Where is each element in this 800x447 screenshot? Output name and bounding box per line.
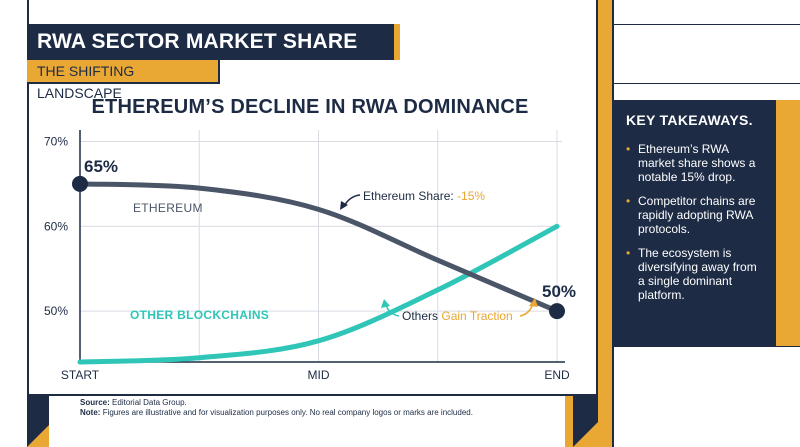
sidebar-top-box [614,24,800,84]
note-text: Figures are illustrative and for visuali… [102,408,473,417]
chart-grid [80,130,562,362]
bullet-icon: • [626,246,631,260]
takeaways-accent-stripe [776,100,800,346]
data-label-end: 50% [542,282,576,301]
footer [27,394,598,447]
footer-notes: Source: Editorial Data Group. Note: Figu… [80,398,473,418]
sidebar-divider [612,0,614,447]
takeaway-text: Competitor chains are rapidly adopting R… [638,194,756,236]
y-tick-label: 70% [44,134,68,148]
note-line: Note: Figures are illustrative and for v… [80,408,473,418]
takeaway-text: Ethereum’s RWA market share shows a nota… [638,142,756,184]
arrowhead-icon [340,201,348,210]
bullet-icon: • [626,142,631,156]
annotation-others-prefix: Others [402,309,441,323]
arrowhead-icon [381,299,390,308]
annotation-others-value: Gain Traction [441,309,512,323]
data-point-start [72,175,88,192]
takeaway-item: • Competitor chains are rapidly adopting … [626,194,764,236]
takeaway-item: • Ethereum’s RWA market share shows a not… [626,142,764,184]
takeaways-list: • Ethereum’s RWA market share shows a not… [626,142,764,302]
series-label-other-blockchains: OTHER BLOCKCHAINS [130,308,269,322]
takeaway-item: • The ecosystem is diversifying away from… [626,246,764,302]
data-label-start: 65% [84,157,118,176]
annotation-ethereum-prefix: Ethereum Share: [363,189,457,203]
sidebar-bottom-box [614,346,800,447]
series-line-ethereum [77,181,560,314]
x-tick-label: START [61,368,100,382]
series-label-ethereum: ETHEREUM [133,201,203,215]
x-tick-label: MID [308,368,330,382]
takeaway-text: The ecosystem is diversifying away from … [638,246,757,302]
arrowhead-icon [529,298,538,307]
sidebar-accent-bar [598,0,612,447]
chart-labels: 65% 50% ETHEREUM OTHER BLOCKCHAINS Ethereum … [84,157,576,323]
key-takeaways-title: KEY TAKEAWAYS. [626,112,753,128]
data-point-end [549,303,565,320]
x-tick-label: END [544,368,570,382]
chart-title: ETHEREUM’S DECLINE IN RWA DOMINANCE [91,96,529,118]
source-text: Editorial Data Group. [112,398,187,407]
annotation-ethereum-value: -15% [457,189,485,203]
chart-series [72,175,565,365]
source-label: Source: [80,398,110,407]
series-line-other-blockchains [77,223,560,365]
bullet-icon: • [626,194,631,208]
y-tick-label: 60% [44,219,68,233]
footer-corner-decoration-right [565,396,598,447]
annotation-ethereum-share: Ethereum Share: -15% [363,189,485,203]
page-subtitle: THE SHIFTING LANDSCAPE [27,60,220,101]
key-takeaways-panel: KEY TAKEAWAYS. • Ethereum’s RWA market sh… [614,100,776,346]
note-label: Note: [80,408,101,417]
footer-corner-decoration-left [27,396,49,447]
annotation-others-gain: Others Gain Traction [402,309,513,323]
source-line: Source: Editorial Data Group. [80,398,473,408]
line-chart: 70% 60% 50% START MID END 65% 50% ETHEREUM OTHER… [44,130,576,382]
y-tick-label: 50% [44,304,68,318]
